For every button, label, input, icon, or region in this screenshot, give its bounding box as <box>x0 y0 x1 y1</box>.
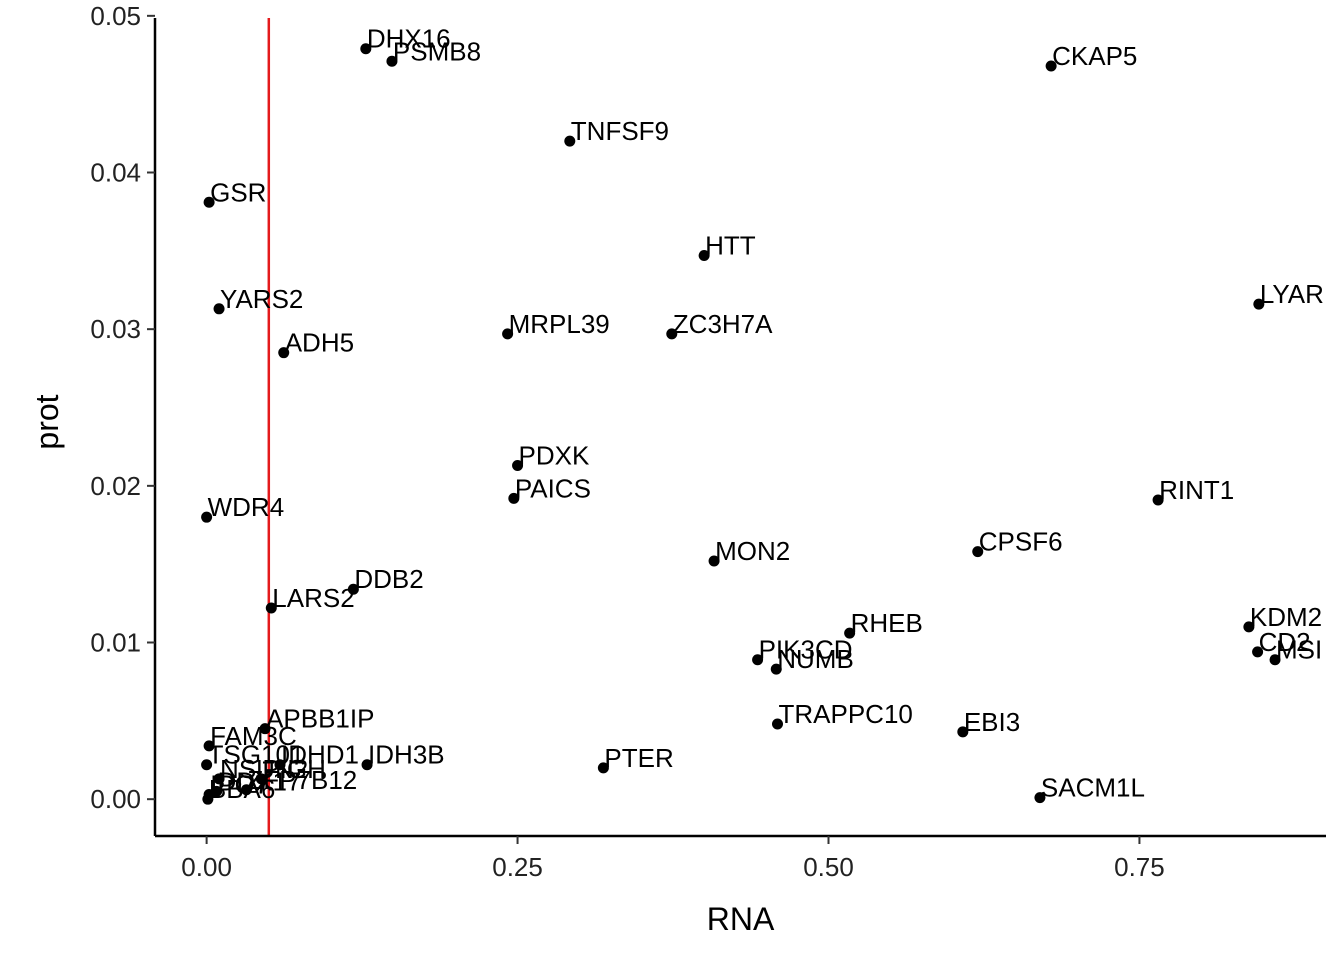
x-tick-label: 0.25 <box>492 852 543 882</box>
point-label: APBB1IP <box>266 704 374 734</box>
point-label: TNFSF9 <box>571 116 669 146</box>
point-label: NSUN2 <box>220 754 308 784</box>
point-label: FAM3C <box>210 721 297 751</box>
point-label: CPSF6 <box>979 527 1063 557</box>
point-label: IDH3B <box>368 740 445 770</box>
data-point <box>201 511 213 523</box>
point-label: BBA6 <box>209 774 276 804</box>
point-label: DDX17 <box>218 766 302 796</box>
point-label: DDB2 <box>354 564 423 594</box>
data-point <box>666 328 678 340</box>
data-point <box>502 328 514 340</box>
data-point <box>597 762 609 774</box>
point-label: PTER <box>604 743 673 773</box>
data-point <box>1243 621 1255 633</box>
x-tick-label: 0.75 <box>1114 852 1165 882</box>
data-point <box>698 250 710 262</box>
data-point <box>770 663 782 675</box>
data-point <box>211 785 223 797</box>
y-tick-label: 0.04 <box>90 158 141 188</box>
point-label: KDM2 <box>1250 602 1322 632</box>
point-label: DHX16 <box>367 24 451 54</box>
data-point <box>202 793 214 805</box>
point-label: ZC3H7A <box>673 309 773 339</box>
data-point <box>360 43 372 55</box>
point-label: NUMB <box>777 644 854 674</box>
data-point <box>957 726 969 738</box>
x-axis-title: RNA <box>707 901 775 937</box>
point-label: PDXK <box>519 440 590 470</box>
data-point <box>772 718 784 730</box>
point-label: LYAR <box>1260 279 1324 309</box>
data-point <box>1252 646 1264 658</box>
point-label: YARS2 <box>220 284 303 314</box>
data-point <box>1034 792 1046 804</box>
y-tick-label: 0.05 <box>90 1 141 31</box>
point-label: EBI3 <box>964 707 1020 737</box>
point-label: HTT <box>705 231 756 261</box>
point-label: LARS2 <box>272 583 354 613</box>
data-point <box>1253 298 1265 310</box>
data-point <box>752 654 764 666</box>
data-point <box>274 759 286 771</box>
data-point <box>361 759 373 771</box>
point-label: RINT1 <box>1159 475 1234 505</box>
point-label: MRPL39 <box>509 309 610 339</box>
points-group <box>201 43 1281 805</box>
axes-group: 0.00 0.25 0.50 0.75 0.00 0.01 0.02 0.03 0.04 0.05 <box>90 1 1326 882</box>
point-label: ADH5 <box>285 328 354 358</box>
data-point <box>347 583 359 595</box>
data-point <box>1152 494 1164 506</box>
point-label: RHEB <box>851 608 923 638</box>
point-label: MON2 <box>715 536 790 566</box>
data-point <box>844 627 856 639</box>
data-point <box>203 740 215 752</box>
point-label: PSMB8 <box>393 36 481 66</box>
point-label: TRAPPC10 <box>779 699 913 729</box>
data-point <box>265 602 277 614</box>
data-point <box>259 723 271 735</box>
data-point <box>240 784 252 796</box>
data-point <box>972 546 984 558</box>
data-point <box>386 55 398 67</box>
point-label: MSI <box>1276 635 1322 665</box>
y-tick-label: 0.02 <box>90 471 141 501</box>
point-label: PAICS <box>515 473 591 503</box>
point-label: CD2 <box>1259 627 1311 657</box>
point-label: WDR4 <box>208 492 285 522</box>
point-label: PIGH <box>262 754 326 784</box>
y-tick-label: 0.00 <box>90 784 141 814</box>
data-point <box>278 347 290 359</box>
data-point <box>1045 60 1057 72</box>
data-point <box>201 759 213 771</box>
point-label: IDHD1 <box>281 740 359 770</box>
data-point <box>708 555 720 567</box>
data-point <box>1269 654 1281 666</box>
data-point <box>203 196 215 208</box>
data-point <box>255 773 267 785</box>
y-tick-label: 0.01 <box>90 628 141 658</box>
data-point <box>213 773 225 785</box>
point-label: CKAP5 <box>1052 41 1137 71</box>
data-point <box>508 492 520 504</box>
point-label: SACM1L <box>1041 773 1145 803</box>
data-point <box>213 303 225 315</box>
x-tick-label: 0.50 <box>803 852 854 882</box>
data-point <box>564 135 576 147</box>
data-point <box>512 459 524 471</box>
y-axis-title: prot <box>29 394 65 449</box>
point-label: ZFP7B12 <box>247 765 357 795</box>
y-tick-label: 0.03 <box>90 314 141 344</box>
point-label: IPO7 <box>210 769 269 799</box>
point-label: GSR <box>210 177 266 207</box>
point-label: PIK3CD <box>759 635 853 665</box>
x-tick-label: 0.00 <box>181 852 232 882</box>
point-label: TSG101 <box>208 740 305 770</box>
